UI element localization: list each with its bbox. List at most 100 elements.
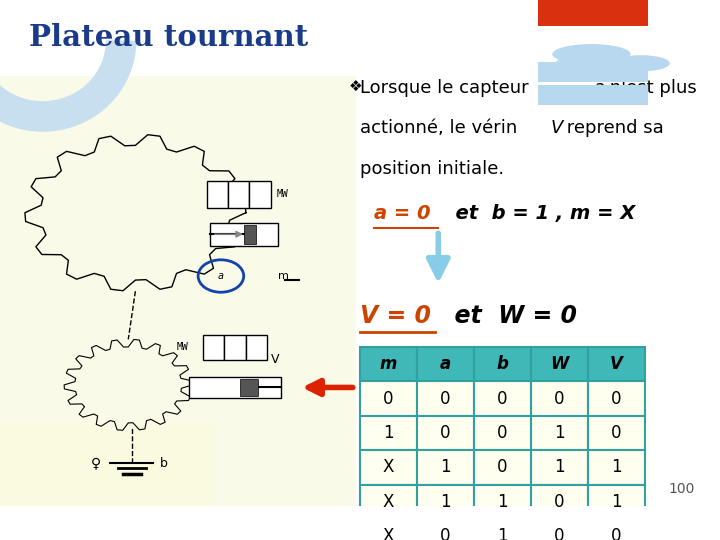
FancyBboxPatch shape [189,377,282,397]
FancyBboxPatch shape [588,485,645,519]
Text: b: b [497,355,508,373]
Text: ♀: ♀ [91,456,102,470]
Text: m: m [379,355,397,373]
Text: 0: 0 [611,528,621,540]
Text: 1: 1 [611,493,622,511]
Text: V: V [551,119,563,137]
Text: 0: 0 [554,493,564,511]
Text: 0: 0 [497,424,508,442]
Text: X: X [383,458,394,476]
FancyBboxPatch shape [246,335,267,360]
FancyBboxPatch shape [474,519,531,540]
Text: ❖: ❖ [349,78,363,93]
Text: b: b [161,457,168,470]
Text: Lorsque le capteur: Lorsque le capteur [360,78,534,97]
Text: 0: 0 [611,389,621,408]
FancyBboxPatch shape [588,416,645,450]
Text: position initiale.: position initiale. [360,159,504,178]
Text: V: V [271,353,279,366]
Text: 1: 1 [497,493,508,511]
FancyBboxPatch shape [203,335,225,360]
Text: W: W [550,355,569,373]
Text: m: m [278,271,289,281]
Ellipse shape [552,44,631,64]
FancyBboxPatch shape [474,416,531,450]
FancyBboxPatch shape [538,85,649,105]
FancyBboxPatch shape [531,485,588,519]
Text: 0: 0 [440,528,451,540]
FancyBboxPatch shape [588,519,645,540]
FancyBboxPatch shape [249,181,271,208]
Text: 0: 0 [383,389,394,408]
FancyBboxPatch shape [474,347,531,381]
FancyBboxPatch shape [360,416,417,450]
Text: 0: 0 [497,458,508,476]
FancyBboxPatch shape [474,381,531,416]
Text: 1: 1 [611,458,622,476]
Text: 0: 0 [554,528,564,540]
FancyBboxPatch shape [588,450,645,485]
Text: et  W = 0: et W = 0 [438,304,577,328]
Text: 0: 0 [440,424,451,442]
FancyBboxPatch shape [531,450,588,485]
Text: 1: 1 [383,424,394,442]
Text: 0: 0 [554,389,564,408]
Text: 0: 0 [611,424,621,442]
Text: a: a [218,271,224,281]
Text: 1: 1 [440,493,451,511]
Text: 0: 0 [497,389,508,408]
FancyBboxPatch shape [538,62,649,82]
Text: W: W [233,223,245,236]
Text: et  b = 1 , m = X: et b = 1 , m = X [442,204,635,223]
FancyBboxPatch shape [240,379,258,396]
FancyBboxPatch shape [417,450,474,485]
FancyBboxPatch shape [244,225,256,244]
Text: X: X [383,528,394,540]
FancyBboxPatch shape [531,381,588,416]
Text: 1: 1 [440,458,451,476]
Text: n'est plus: n'est plus [603,78,696,97]
FancyBboxPatch shape [588,381,645,416]
Text: 100: 100 [668,482,695,496]
Text: 1: 1 [554,424,564,442]
Text: Plateau tournant: Plateau tournant [29,23,307,52]
FancyBboxPatch shape [360,450,417,485]
Text: MW: MW [276,190,288,199]
FancyBboxPatch shape [0,76,356,507]
Text: a: a [440,355,451,373]
FancyBboxPatch shape [0,426,214,507]
FancyBboxPatch shape [207,181,228,208]
FancyBboxPatch shape [417,519,474,540]
FancyBboxPatch shape [417,485,474,519]
Ellipse shape [556,55,613,71]
FancyBboxPatch shape [417,347,474,381]
FancyBboxPatch shape [225,335,246,360]
FancyBboxPatch shape [360,485,417,519]
Text: actionné, le vérin: actionné, le vérin [360,119,523,137]
Text: MW: MW [177,342,189,353]
FancyBboxPatch shape [474,485,531,519]
FancyBboxPatch shape [360,519,417,540]
Text: 0: 0 [440,389,451,408]
FancyBboxPatch shape [417,381,474,416]
FancyBboxPatch shape [360,347,417,381]
Text: a: a [593,78,605,97]
Text: a = 0: a = 0 [374,204,431,223]
Text: V: V [610,355,623,373]
FancyBboxPatch shape [531,519,588,540]
FancyBboxPatch shape [588,347,645,381]
Text: reprend sa: reprend sa [561,119,664,137]
FancyBboxPatch shape [531,347,588,381]
FancyBboxPatch shape [531,416,588,450]
FancyBboxPatch shape [474,450,531,485]
Text: 1: 1 [554,458,564,476]
Ellipse shape [613,55,670,71]
FancyBboxPatch shape [228,181,249,208]
Text: X: X [383,493,394,511]
FancyBboxPatch shape [210,223,278,246]
FancyBboxPatch shape [360,381,417,416]
FancyBboxPatch shape [538,0,649,26]
FancyBboxPatch shape [417,416,474,450]
Text: V = 0: V = 0 [360,304,431,328]
Text: 1: 1 [497,528,508,540]
